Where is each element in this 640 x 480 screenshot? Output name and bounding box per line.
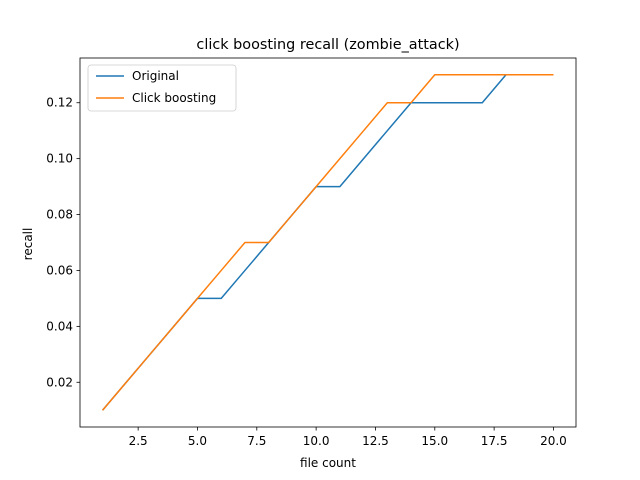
y-axis-ticks: 0.02 0.04 0.06 0.08 0.10 0.12 (46, 96, 80, 389)
x-tick-label: 12.5 (362, 434, 389, 448)
x-tick-label: 15.0 (421, 434, 448, 448)
x-tick-label: 2.5 (129, 434, 148, 448)
y-tick-label: 0.06 (46, 263, 73, 277)
x-axis-label: file count (300, 456, 356, 470)
y-tick-label: 0.02 (46, 375, 73, 389)
x-tick-label: 20.0 (540, 434, 567, 448)
y-tick-label: 0.12 (46, 96, 73, 110)
y-tick-label: 0.04 (46, 319, 73, 333)
series-lines (101, 74, 554, 411)
y-axis-label: recall (21, 228, 35, 261)
axes-frame (79, 57, 577, 428)
x-tick-label: 17.5 (481, 434, 508, 448)
x-tick-label: 7.5 (247, 434, 266, 448)
y-tick-label: 0.08 (46, 208, 73, 222)
legend-box (87, 64, 237, 112)
legend-label-click-boosting: Click boosting (132, 91, 216, 105)
y-tick-label: 0.10 (46, 152, 73, 166)
legend-label-original: Original (132, 69, 179, 83)
series-line-click-boosting (101, 74, 554, 411)
x-tick-label: 10.0 (303, 434, 330, 448)
x-tick-label: 5.0 (188, 434, 207, 448)
legend: Original Click boosting (87, 64, 237, 112)
chart-title: click boosting recall (zombie_attack) (196, 37, 459, 53)
x-axis-ticks: 2.5 5.0 7.5 10.0 12.5 15.0 17.5 20.0 (129, 427, 567, 448)
